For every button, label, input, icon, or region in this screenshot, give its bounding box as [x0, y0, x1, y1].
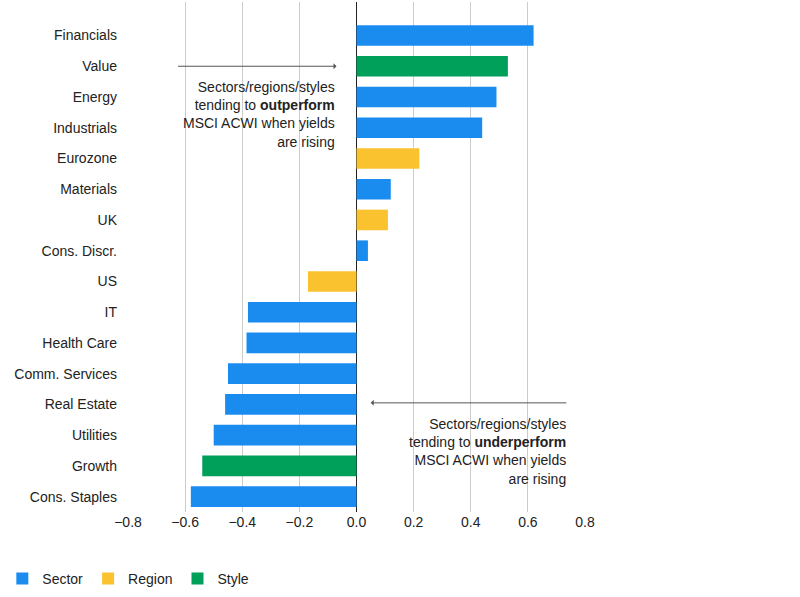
svg-text:Comm. Services: Comm. Services	[14, 366, 117, 382]
svg-text:Industrials: Industrials	[53, 120, 117, 136]
svg-text:0.6: 0.6	[518, 514, 538, 530]
svg-text:−0.4: −0.4	[228, 514, 256, 530]
svg-text:0.4: 0.4	[461, 514, 481, 530]
svg-text:Value: Value	[82, 58, 117, 74]
svg-text:Real Estate: Real Estate	[45, 396, 118, 412]
svg-text:Cons. Staples: Cons. Staples	[30, 489, 117, 505]
svg-text:0.8: 0.8	[575, 514, 595, 530]
svg-text:UK: UK	[98, 212, 118, 228]
svg-text:Health Care: Health Care	[42, 335, 117, 351]
svg-text:0.2: 0.2	[404, 514, 424, 530]
svg-text:Eurozone: Eurozone	[57, 150, 117, 166]
svg-text:−0.2: −0.2	[286, 514, 314, 530]
svg-text:IT: IT	[105, 304, 118, 320]
svg-text:Growth: Growth	[72, 458, 117, 474]
svg-text:US: US	[98, 273, 117, 289]
svg-text:Sectors/regions/stylestending: Sectors/regions/stylestending to outperf…	[183, 79, 335, 150]
svg-text:Energy: Energy	[73, 89, 117, 105]
svg-text:Sector: Sector	[42, 571, 83, 587]
svg-text:−0.6: −0.6	[171, 514, 199, 530]
svg-text:Sectors/regions/stylestending: Sectors/regions/stylestending to underpe…	[409, 416, 566, 487]
svg-text:Region: Region	[128, 571, 172, 587]
svg-text:−0.8: −0.8	[114, 514, 142, 530]
svg-text:Materials: Materials	[60, 181, 117, 197]
svg-text:Utilities: Utilities	[72, 427, 117, 443]
svg-text:Style: Style	[217, 571, 248, 587]
svg-text:0.0: 0.0	[347, 514, 367, 530]
svg-text:Financials: Financials	[54, 27, 117, 43]
svg-text:Cons. Discr.: Cons. Discr.	[42, 243, 117, 259]
